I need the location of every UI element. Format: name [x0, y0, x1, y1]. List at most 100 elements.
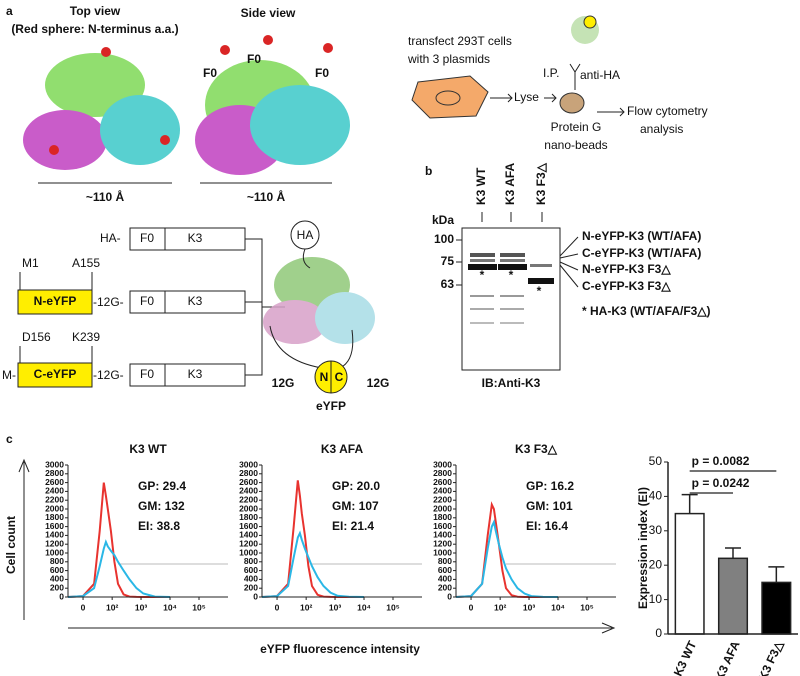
y-tick-label: 0 [253, 591, 258, 601]
construct-text: K3 [188, 231, 203, 245]
construct-text: F0 [140, 367, 154, 381]
x-tick-label: 10³ [523, 602, 535, 612]
eyfp-icon [583, 15, 597, 29]
view-title: Top view [70, 4, 121, 18]
construct-text: F0 [140, 231, 154, 245]
stat-label: GM: 107 [332, 499, 379, 513]
tag-box [17, 362, 93, 388]
arrow [544, 93, 557, 103]
y-tick-label: 400 [244, 574, 258, 584]
band-label: N-eYFP-K3 F3△ [582, 262, 671, 276]
construct-text: C-eYFP [34, 367, 77, 381]
workflow-text: analysis [640, 122, 683, 136]
y-tick-label: 1400 [433, 530, 452, 540]
x-tick-label: K3 F3△ [756, 638, 787, 676]
x-tick-label: 10² [494, 602, 506, 612]
y-tick-label: 1400 [45, 530, 64, 540]
construct-text: -12G- [93, 368, 124, 382]
x-tick-label: 10⁴ [163, 602, 177, 612]
y-tick-label: 0 [447, 591, 452, 601]
arrow [490, 93, 513, 103]
tick [19, 346, 93, 363]
scale-label: ~110 Å [247, 189, 286, 204]
y-tick-label: 40 [649, 489, 663, 503]
y-tick-label: 1000 [239, 547, 258, 557]
x-tick-label: 0 [81, 602, 86, 612]
x-tick-label: 10⁵ [192, 602, 205, 612]
stat-label: GP: 20.0 [332, 479, 380, 493]
y-tick-label: 0 [655, 626, 662, 640]
band-label: N-eYFP-K3 (WT/AFA) [582, 229, 701, 243]
antibody-icon [569, 63, 581, 90]
model-text: 12G [272, 376, 295, 390]
stat-label: GP: 16.2 [526, 479, 574, 493]
y-tick-label: 800 [438, 556, 452, 566]
x-tick-label: 0 [275, 602, 280, 612]
chart-title: K3 WT [129, 442, 167, 456]
x-tick-label: K3 WT [671, 638, 700, 676]
y-tick-label: 10 [649, 592, 663, 606]
y-tick-label: 2800 [45, 468, 64, 478]
stat-label: GM: 101 [526, 499, 573, 513]
construct-text: HA- [100, 231, 121, 245]
y-tick-label: 20 [649, 557, 663, 571]
x-tick-label: 0 [469, 602, 474, 612]
stat-label: GM: 132 [138, 499, 185, 513]
y-tick-label: 200 [244, 582, 258, 592]
panel-label: b [425, 164, 432, 178]
band-pointer [559, 236, 579, 288]
y-tick-label: 400 [438, 574, 452, 584]
asterisk: * [509, 268, 514, 282]
asterisk: * [480, 268, 485, 282]
x-tick-label: 10³ [135, 602, 147, 612]
y-tick-label: 2000 [239, 503, 258, 513]
y-tick-label: 2200 [45, 494, 64, 504]
x-tick-label: 10⁴ [357, 602, 371, 612]
bar [761, 581, 792, 635]
x-tick-label: 10² [300, 602, 312, 612]
lane-label: K3 AFA [503, 162, 517, 205]
view-title: Side view [241, 6, 296, 20]
arrow [597, 107, 625, 117]
domain-label: F0 [203, 66, 217, 80]
y-tick-label: 1200 [45, 538, 64, 548]
histogram-line [67, 539, 171, 598]
panel-label: c [6, 432, 13, 446]
protein-model [263, 257, 375, 344]
construct-text: D156 [22, 330, 51, 344]
p-value: p = 0.0082 [692, 454, 750, 468]
y-tick-label: 2600 [433, 477, 452, 487]
y-tick-label: 1800 [433, 512, 452, 522]
domain-label: F0 [315, 66, 329, 80]
y-tick-label: 600 [244, 565, 258, 575]
tag-box [17, 289, 93, 315]
construct-text: -12G- [93, 295, 124, 309]
stat-label: GP: 29.4 [138, 479, 186, 493]
protein-top-view [23, 47, 180, 170]
y-tick-label: 1800 [239, 512, 258, 522]
workflow-text: transfect 293T cells [408, 34, 512, 48]
scale-label: ~110 Å [86, 189, 125, 204]
k3-box [164, 363, 246, 387]
band-label: C-eYFP-K3 (WT/AFA) [582, 246, 701, 260]
workflow-text: nano-beads [544, 138, 607, 152]
y-tick-label: 1800 [45, 512, 64, 522]
y-tick-label: 2400 [239, 486, 258, 496]
y-tick-label: 1200 [239, 538, 258, 548]
y-tick-label: 2000 [45, 503, 64, 513]
y-tick-label: 200 [50, 582, 64, 592]
cell-icon [411, 75, 489, 119]
histogram-line [261, 480, 364, 598]
y-tick-label: 1000 [433, 547, 452, 557]
axis-title: eYFP fluorescence intensity [260, 642, 420, 656]
y-tick-label: 600 [50, 565, 64, 575]
y-tick-label: 0 [59, 591, 64, 601]
model-text: 12G [367, 376, 390, 390]
stat-label: EI: 21.4 [332, 519, 374, 533]
unit-label: kDa [432, 213, 454, 227]
construct-text: K3 [188, 367, 203, 381]
model-text: C [335, 370, 344, 384]
construct-text: M- [2, 368, 16, 382]
lane-tick [481, 212, 543, 222]
marker-tick [456, 239, 462, 286]
